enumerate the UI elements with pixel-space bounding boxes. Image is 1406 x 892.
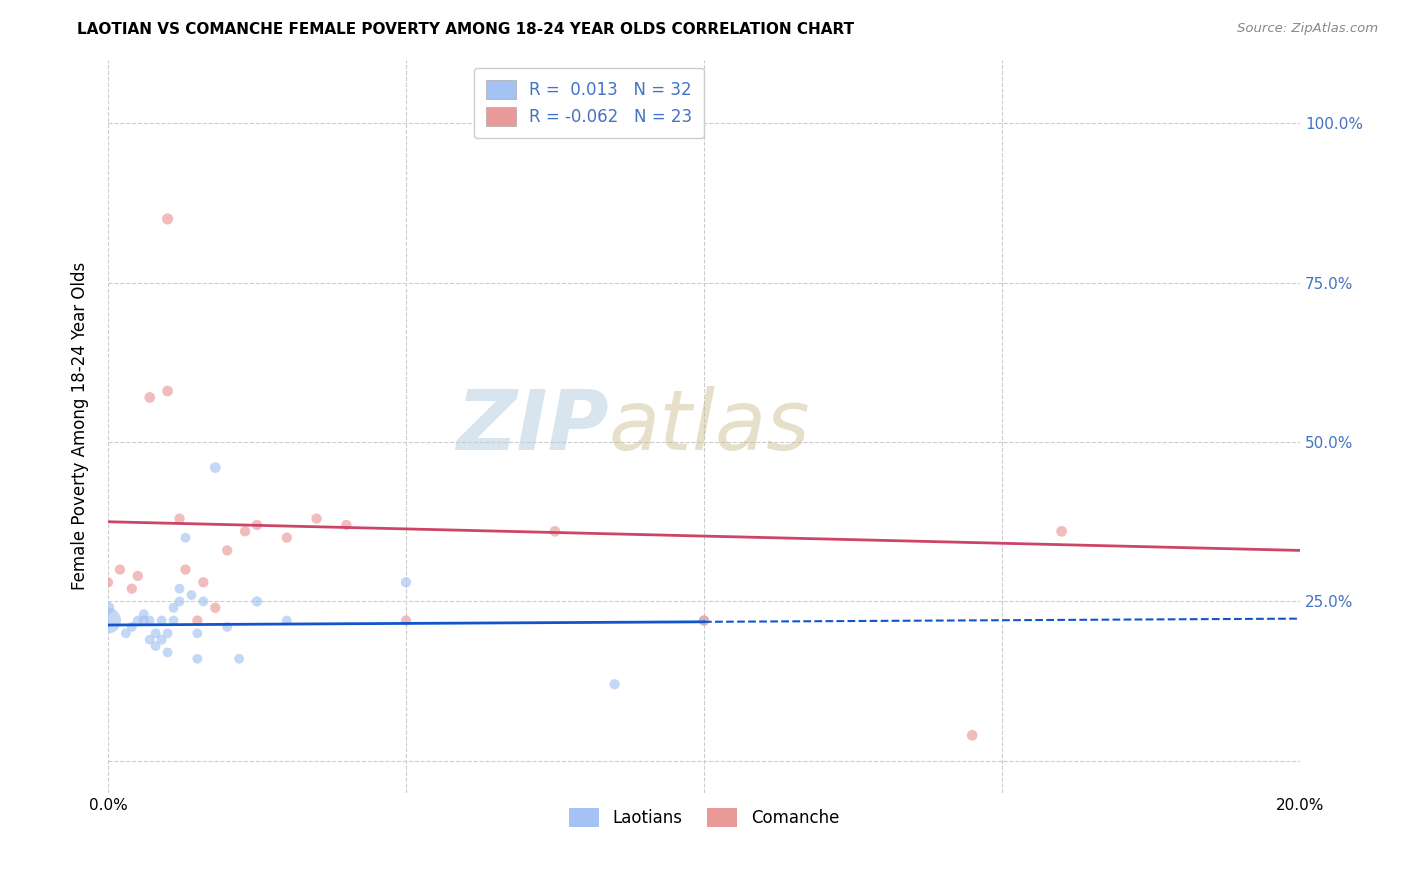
- Text: atlas: atlas: [609, 385, 810, 467]
- Point: [228, 652, 250, 666]
- Point: [145, 626, 167, 640]
- Point: [276, 531, 298, 545]
- Point: [108, 563, 131, 577]
- Point: [150, 632, 173, 647]
- Point: [121, 582, 143, 596]
- Point: [180, 588, 202, 602]
- Point: [97, 614, 120, 628]
- Point: [97, 600, 120, 615]
- Point: [156, 626, 179, 640]
- Point: [395, 614, 418, 628]
- Point: [544, 524, 567, 539]
- Point: [305, 511, 328, 525]
- Point: [1050, 524, 1073, 539]
- Point: [960, 728, 983, 742]
- Point: [156, 384, 179, 398]
- Point: [132, 607, 155, 622]
- Point: [127, 614, 149, 628]
- Point: [162, 600, 184, 615]
- Point: [335, 517, 357, 532]
- Point: [174, 563, 197, 577]
- Point: [204, 600, 226, 615]
- Point: [150, 614, 173, 628]
- Legend: Laotians, Comanche: Laotians, Comanche: [561, 800, 848, 836]
- Point: [162, 614, 184, 628]
- Point: [121, 620, 143, 634]
- Point: [217, 543, 239, 558]
- Point: [233, 524, 256, 539]
- Point: [138, 632, 160, 647]
- Point: [693, 614, 716, 628]
- Point: [193, 575, 215, 590]
- Point: [193, 594, 215, 608]
- Point: [138, 614, 160, 628]
- Point: [169, 511, 191, 525]
- Point: [186, 614, 208, 628]
- Y-axis label: Female Poverty Among 18-24 Year Olds: Female Poverty Among 18-24 Year Olds: [72, 262, 89, 591]
- Text: ZIP: ZIP: [456, 385, 609, 467]
- Point: [156, 211, 179, 226]
- Point: [603, 677, 626, 691]
- Point: [246, 517, 269, 532]
- Point: [186, 626, 208, 640]
- Text: LAOTIAN VS COMANCHE FEMALE POVERTY AMONG 18-24 YEAR OLDS CORRELATION CHART: LAOTIAN VS COMANCHE FEMALE POVERTY AMONG…: [77, 22, 855, 37]
- Point: [395, 575, 418, 590]
- Point: [276, 614, 298, 628]
- Point: [138, 391, 160, 405]
- Point: [169, 594, 191, 608]
- Point: [132, 614, 155, 628]
- Point: [115, 626, 138, 640]
- Point: [97, 575, 120, 590]
- Point: [169, 582, 191, 596]
- Point: [127, 569, 149, 583]
- Point: [145, 639, 167, 653]
- Point: [186, 652, 208, 666]
- Point: [156, 645, 179, 659]
- Point: [204, 460, 226, 475]
- Point: [693, 614, 716, 628]
- Point: [246, 594, 269, 608]
- Text: Source: ZipAtlas.com: Source: ZipAtlas.com: [1237, 22, 1378, 36]
- Point: [217, 620, 239, 634]
- Point: [174, 531, 197, 545]
